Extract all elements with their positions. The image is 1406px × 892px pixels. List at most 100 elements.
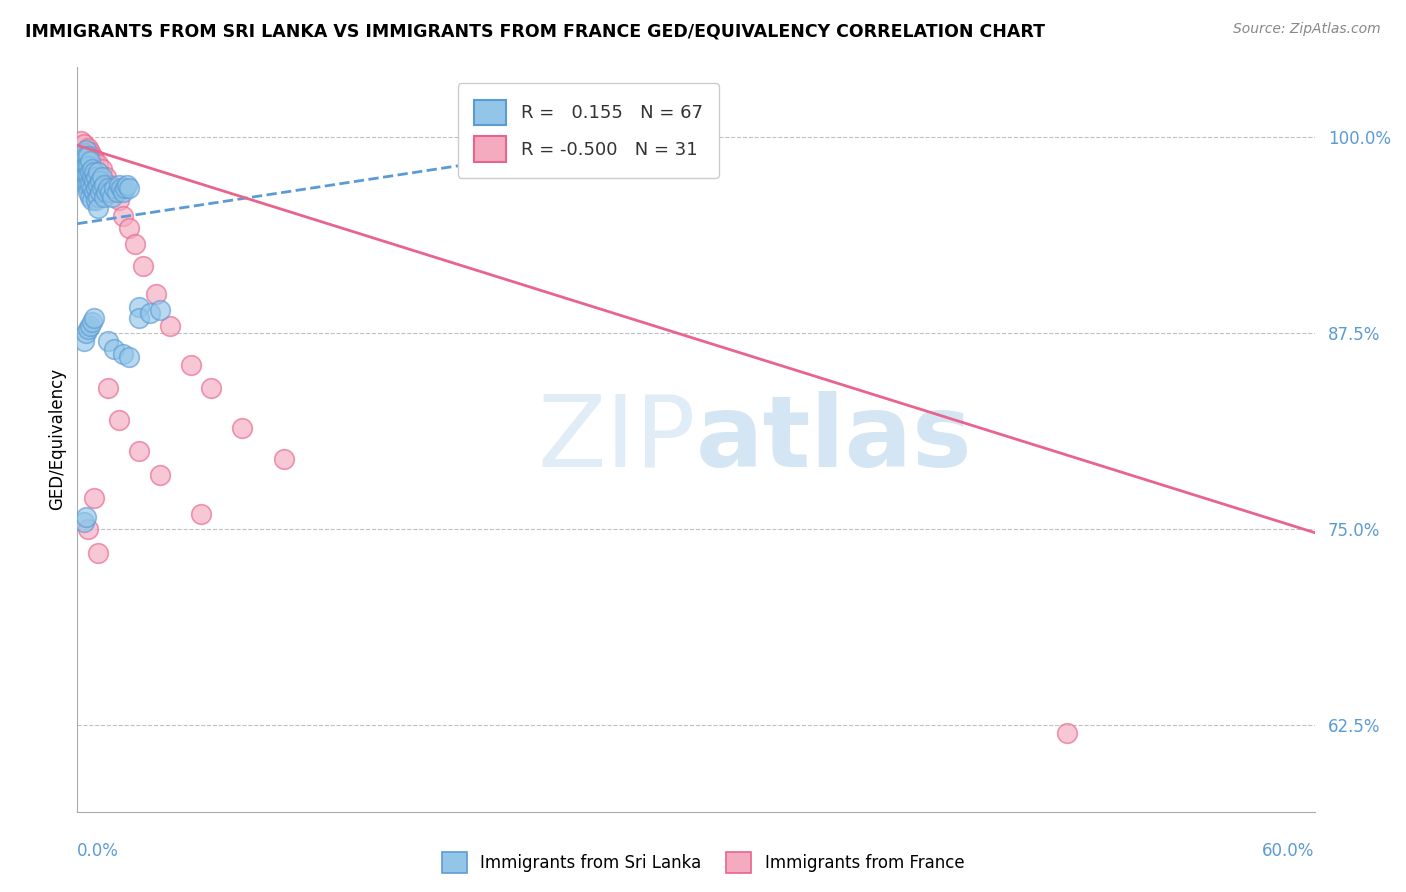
- Point: [80, 149, 103, 163]
- Point: [96, 186, 118, 200]
- Point: [84, 193, 107, 207]
- Point: [105, 186, 128, 200]
- Point: [200, 381, 222, 395]
- Point: [76, 141, 98, 155]
- Point: [79, 178, 101, 192]
- Point: [80, 161, 103, 176]
- Point: [111, 186, 134, 200]
- Point: [87, 546, 110, 560]
- Text: atlas: atlas: [696, 391, 973, 488]
- Point: [79, 190, 101, 204]
- Point: [107, 193, 129, 207]
- Point: [110, 180, 132, 194]
- Point: [80, 169, 103, 184]
- Point: [72, 153, 94, 168]
- Point: [87, 190, 110, 204]
- Point: [145, 287, 167, 301]
- Point: [72, 334, 94, 349]
- Text: Source: ZipAtlas.com: Source: ZipAtlas.com: [1233, 22, 1381, 37]
- Point: [75, 149, 97, 163]
- Point: [84, 180, 107, 194]
- Point: [72, 146, 94, 161]
- Point: [103, 342, 125, 356]
- Point: [76, 322, 98, 336]
- Point: [79, 145, 101, 159]
- Point: [97, 381, 120, 395]
- Point: [83, 153, 105, 167]
- Legend: R =   0.155   N = 67, R = -0.500   N = 31: R = 0.155 N = 67, R = -0.500 N = 31: [457, 83, 718, 178]
- Point: [118, 180, 141, 194]
- Point: [79, 165, 101, 179]
- Point: [87, 165, 110, 179]
- Point: [80, 316, 103, 330]
- Point: [138, 306, 160, 320]
- Point: [87, 178, 110, 192]
- Point: [76, 149, 98, 163]
- Point: [107, 178, 129, 192]
- Point: [180, 358, 202, 372]
- Point: [128, 310, 150, 325]
- Point: [96, 169, 118, 184]
- Point: [76, 159, 98, 173]
- Point: [89, 186, 111, 200]
- Point: [80, 180, 103, 194]
- Point: [107, 413, 129, 427]
- Point: [149, 467, 172, 482]
- Point: [75, 159, 97, 173]
- Point: [149, 302, 172, 317]
- Point: [76, 168, 98, 182]
- Point: [76, 186, 98, 200]
- Point: [75, 168, 97, 182]
- Point: [98, 178, 121, 192]
- Y-axis label: GED/Equivalency: GED/Equivalency: [48, 368, 66, 510]
- Point: [159, 318, 181, 333]
- Point: [75, 178, 97, 192]
- Point: [111, 347, 134, 361]
- Legend: Immigrants from Sri Lanka, Immigrants from France: Immigrants from Sri Lanka, Immigrants fr…: [434, 846, 972, 880]
- Point: [91, 169, 114, 184]
- Point: [114, 180, 136, 194]
- Point: [91, 161, 114, 176]
- Point: [76, 523, 98, 537]
- Point: [124, 237, 146, 252]
- Point: [91, 180, 114, 194]
- Point: [132, 259, 155, 273]
- Point: [76, 178, 98, 192]
- Point: [1056, 726, 1078, 740]
- Point: [72, 165, 94, 179]
- Point: [93, 178, 115, 192]
- Point: [118, 350, 141, 364]
- Text: 0.0%: 0.0%: [77, 842, 120, 860]
- Point: [87, 201, 110, 215]
- Point: [83, 174, 105, 188]
- Point: [72, 136, 94, 151]
- Point: [87, 157, 110, 171]
- Text: IMMIGRANTS FROM SRI LANKA VS IMMIGRANTS FROM FRANCE GED/EQUIVALENCY CORRELATION : IMMIGRANTS FROM SRI LANKA VS IMMIGRANTS …: [25, 22, 1045, 40]
- Point: [80, 193, 103, 207]
- Point: [83, 165, 105, 179]
- Point: [75, 510, 97, 524]
- Point: [103, 180, 125, 194]
- Point: [97, 180, 120, 194]
- Point: [70, 169, 93, 184]
- Point: [103, 186, 125, 200]
- Point: [97, 334, 120, 349]
- Point: [118, 221, 141, 235]
- Point: [128, 300, 150, 314]
- Point: [89, 174, 111, 188]
- Point: [273, 451, 295, 466]
- Point: [72, 515, 94, 529]
- Point: [190, 507, 212, 521]
- Point: [83, 186, 105, 200]
- Point: [75, 326, 97, 341]
- Point: [83, 310, 105, 325]
- Point: [231, 420, 253, 434]
- Point: [115, 178, 138, 192]
- Point: [79, 318, 101, 333]
- Point: [93, 190, 115, 204]
- Text: 60.0%: 60.0%: [1263, 842, 1315, 860]
- Text: ZIP: ZIP: [537, 391, 696, 488]
- Point: [84, 169, 107, 184]
- Point: [111, 209, 134, 223]
- Point: [75, 143, 97, 157]
